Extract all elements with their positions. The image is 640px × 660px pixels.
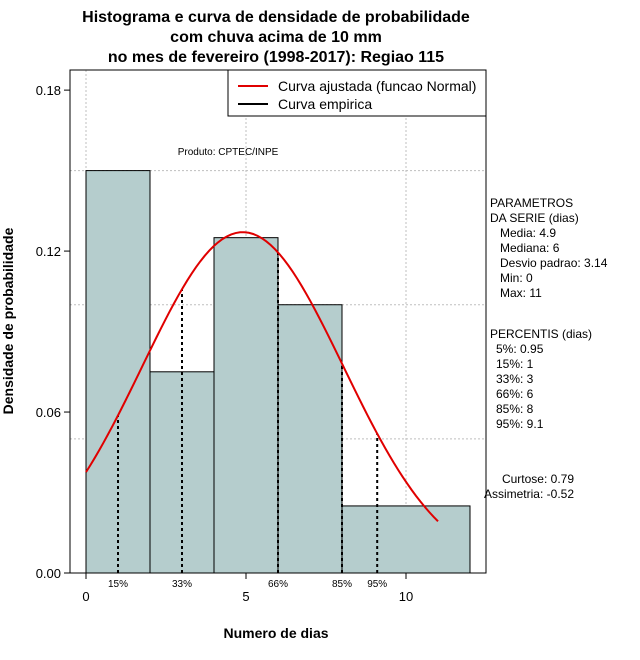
axes: 0.00 0.06 0.12 0.18 0 5 10 Numero de dias Densid…	[0, 83, 413, 641]
percentis-line: 15%: 1	[496, 357, 534, 371]
percentile-label: 33%	[172, 579, 192, 590]
legend-box	[227, 69, 487, 117]
parametros-line: Media: 4.9	[500, 226, 556, 240]
percentile-label: 66%	[268, 579, 288, 590]
percentis-line: 95%: 9.1	[496, 417, 544, 431]
percentis-line: 66%: 6	[496, 387, 534, 401]
x-axis-label: Numero de dias	[223, 625, 328, 641]
percentile-label: 95%	[367, 579, 387, 590]
parametros-line: PARAMETROS	[490, 196, 573, 210]
parametros-line: Desvio padrao: 3.14	[500, 256, 608, 270]
percentile-label: 85%	[332, 579, 352, 590]
y-tick-label: 0.06	[36, 405, 61, 420]
parametros-line: Min: 0	[500, 271, 533, 285]
legend-label: Curva ajustada (funcao Normal)	[278, 78, 476, 94]
y-tick-label: 0.00	[36, 566, 61, 581]
y-tick-label: 0.12	[36, 244, 61, 259]
shape-line: Curtose: 0.79	[502, 472, 574, 486]
y-tick-label: 0.18	[36, 83, 61, 98]
x-tick-label: 10	[399, 589, 413, 604]
percentile-label: 15%	[108, 579, 128, 590]
chart-title: Histograma e curva de densidade de proba…	[82, 9, 470, 66]
normal-curve-group: Produto: CPTEC/INPE	[85, 147, 439, 523]
shape-line: Assimetria: -0.52	[484, 487, 574, 501]
chart-title-line: Histograma e curva de densidade de proba…	[82, 9, 470, 26]
percentile-lines: 15% 33% 66% 85% 95%	[108, 252, 387, 590]
legend-label: Curva empirica	[278, 96, 372, 112]
histogram-bar	[341, 505, 471, 574]
legend: Curva ajustada (funcao Normal) Curva empi…	[227, 69, 487, 117]
x-tick-label: 0	[82, 589, 89, 604]
chart-title-line: com chuva acima de 10 mm	[170, 29, 382, 46]
product-annotation: Produto: CPTEC/INPE	[178, 147, 279, 158]
chart-title-line: no mes de fevereiro (1998-2017): Regiao …	[108, 49, 444, 66]
histogram-bar	[277, 304, 343, 574]
percentis-line: 85%: 8	[496, 402, 534, 416]
percentis-line: PERCENTIS (dias)	[490, 327, 592, 341]
parametros-line: Max: 11	[500, 286, 542, 300]
percentis-line: 5%: 0.95	[496, 342, 544, 356]
normal-curve	[85, 231, 439, 523]
x-tick-label: 5	[242, 589, 249, 604]
parametros-line: DA SERIE (dias)	[490, 211, 579, 225]
y-axis-label: Densidade de probabilidade	[0, 227, 16, 414]
parametros-line: Mediana: 6	[500, 241, 560, 255]
percentis-line: 33%: 3	[496, 372, 534, 386]
histogram-bar	[213, 237, 279, 574]
